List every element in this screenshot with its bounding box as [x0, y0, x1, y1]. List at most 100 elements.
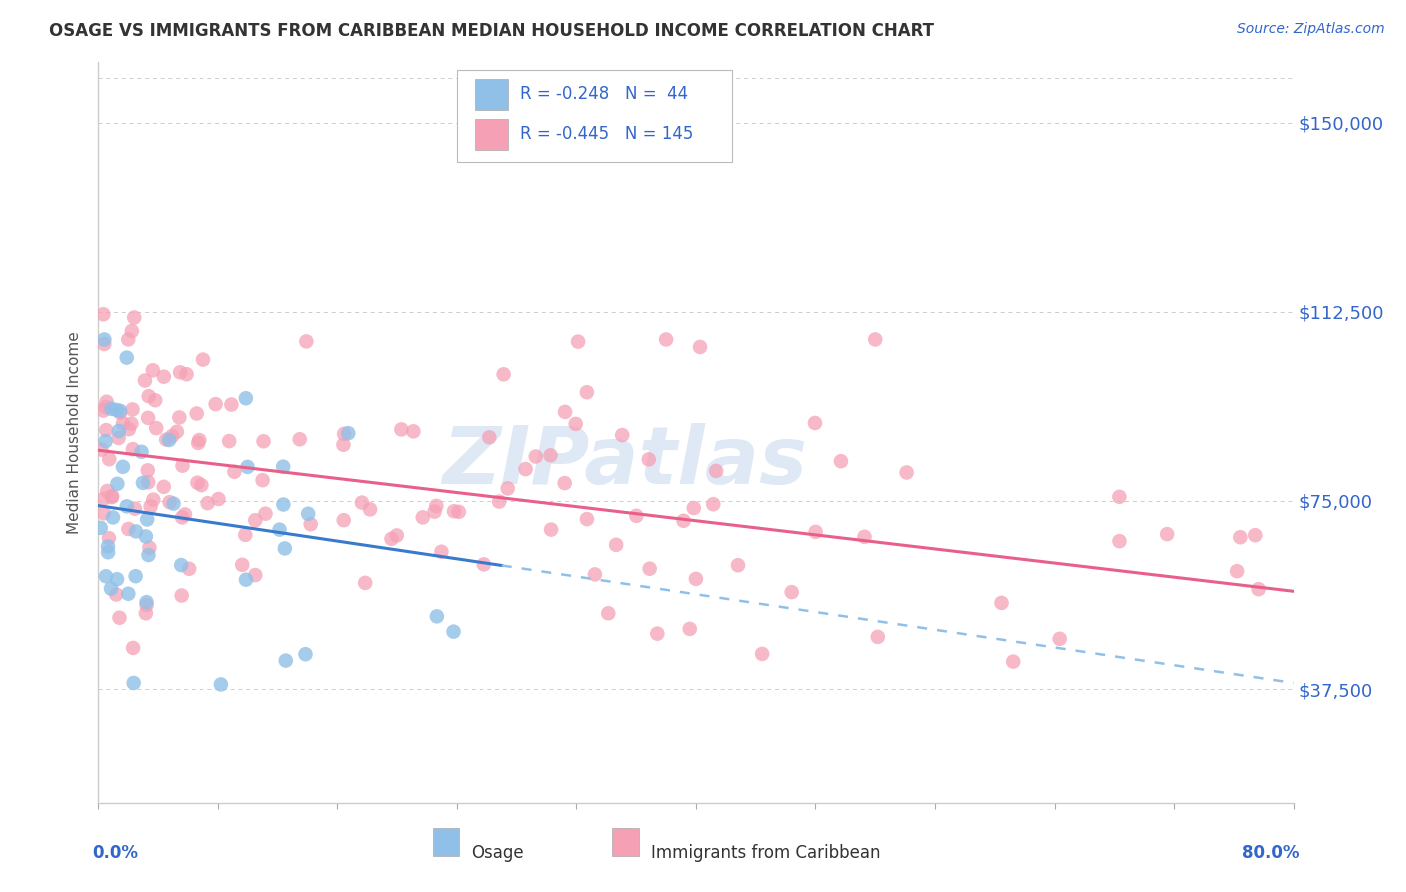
Point — [252, 473, 274, 487]
Point — [170, 558, 193, 572]
Point — [221, 398, 243, 412]
Point — [110, 406, 132, 420]
Point — [333, 426, 356, 441]
Point — [169, 410, 191, 425]
Point — [478, 430, 501, 444]
Point — [97, 545, 120, 559]
Point — [271, 459, 294, 474]
Point — [121, 324, 143, 338]
Point — [135, 598, 157, 612]
Point — [233, 528, 256, 542]
Point — [134, 374, 156, 388]
Point — [204, 397, 226, 411]
Point — [269, 523, 291, 537]
Point — [751, 647, 773, 661]
Point — [101, 489, 124, 503]
FancyBboxPatch shape — [475, 78, 509, 110]
Point — [359, 502, 381, 516]
Point — [385, 528, 408, 542]
Point — [96, 483, 118, 498]
Point — [93, 337, 115, 351]
Point — [96, 423, 118, 437]
Point — [124, 569, 146, 583]
Point — [142, 492, 165, 507]
Point — [122, 640, 145, 655]
Point — [174, 508, 197, 522]
Point — [187, 436, 209, 450]
Point — [162, 497, 184, 511]
Point — [125, 524, 148, 539]
Point — [598, 607, 620, 621]
Point — [245, 568, 267, 582]
Point — [115, 500, 138, 514]
Point — [350, 495, 373, 509]
Point — [524, 450, 547, 464]
Point — [288, 432, 311, 446]
Point — [100, 401, 122, 416]
FancyBboxPatch shape — [475, 119, 509, 150]
Point — [252, 434, 274, 449]
Point — [97, 540, 120, 554]
Point — [117, 587, 139, 601]
Point — [90, 442, 112, 457]
Point — [108, 610, 131, 624]
Point — [380, 532, 402, 546]
Point — [297, 507, 319, 521]
Point — [172, 458, 194, 473]
Point — [218, 434, 240, 449]
Point — [135, 595, 157, 609]
Point — [122, 310, 145, 325]
Point — [96, 394, 118, 409]
Point — [655, 333, 678, 347]
Point — [105, 476, 128, 491]
Point — [990, 596, 1012, 610]
Point — [152, 480, 174, 494]
Point — [332, 438, 354, 452]
Point — [575, 512, 598, 526]
Point — [169, 365, 191, 379]
Point — [896, 466, 918, 480]
Point — [94, 400, 117, 414]
Point — [647, 626, 669, 640]
Point — [853, 530, 876, 544]
Point — [108, 424, 131, 438]
Point — [98, 452, 121, 467]
Point — [157, 433, 180, 447]
Point — [1002, 655, 1025, 669]
Point — [191, 352, 214, 367]
Text: ZIPatlas: ZIPatlas — [441, 423, 807, 501]
Point — [389, 422, 412, 436]
Point — [245, 513, 267, 527]
Point — [117, 333, 139, 347]
Point — [423, 505, 446, 519]
Point — [515, 462, 537, 476]
Point — [136, 475, 159, 490]
Point — [426, 609, 449, 624]
Point — [135, 529, 157, 543]
Point — [780, 585, 803, 599]
Point — [105, 403, 128, 417]
Point — [166, 425, 188, 439]
Point — [443, 504, 465, 518]
Point — [153, 369, 176, 384]
Point — [337, 426, 360, 441]
Point — [332, 513, 354, 527]
Point — [145, 421, 167, 435]
Point — [93, 333, 115, 347]
Point — [638, 562, 661, 576]
Point — [354, 575, 377, 590]
Point — [107, 431, 129, 445]
Point — [540, 448, 562, 462]
Point — [121, 402, 143, 417]
Point — [727, 558, 749, 573]
Point — [274, 541, 297, 556]
Point — [135, 606, 157, 620]
Point — [170, 589, 193, 603]
Point — [702, 497, 724, 511]
Point — [90, 521, 112, 535]
Point — [143, 393, 166, 408]
Point — [101, 510, 124, 524]
Point — [124, 501, 146, 516]
Point — [804, 416, 827, 430]
Point — [235, 573, 257, 587]
